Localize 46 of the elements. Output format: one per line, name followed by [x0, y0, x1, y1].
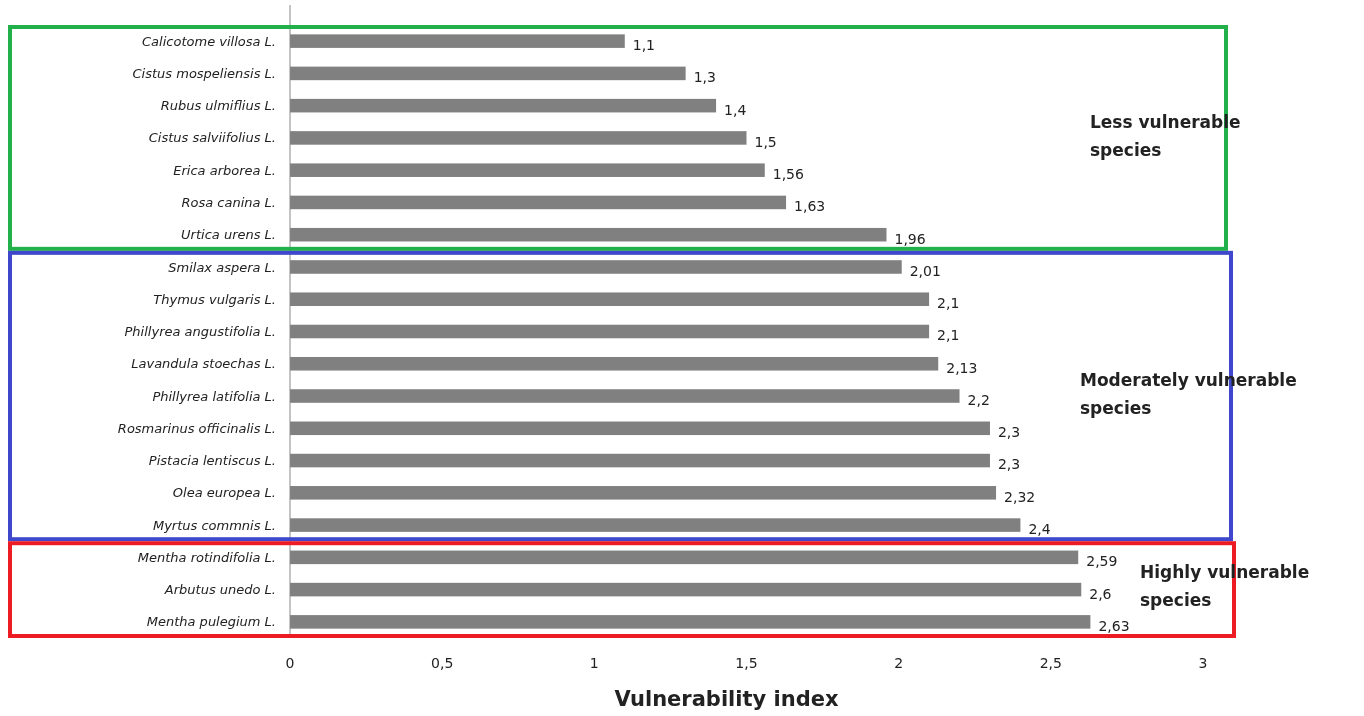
- y-tick-label: Rosa canina L.: [181, 195, 276, 210]
- y-tick-label: Olea europea L.: [172, 485, 276, 501]
- y-tick-label: Thymus vulgaris L.: [153, 291, 276, 307]
- y-tick-label: Smilax aspera L.: [168, 259, 276, 275]
- y-tick-label: Cistus mospeliensis L.: [132, 65, 276, 81]
- data-label: 1,1: [632, 37, 656, 54]
- data-label: 2,01: [909, 262, 941, 279]
- data-label: 2,13: [946, 359, 978, 376]
- y-tick-label: Phillyrea latifolia L.: [152, 388, 276, 404]
- x-tick-label: 1,5: [735, 655, 758, 671]
- x-tick-label: 0,5: [431, 655, 454, 671]
- y-tick-label: Lavandula stoechas L.: [131, 356, 276, 372]
- x-axis-title: Vulnerability index: [614, 687, 839, 711]
- y-tick-label: Erica arborea L.: [173, 162, 276, 178]
- data-label: 2,2: [967, 391, 990, 408]
- y-tick-label: Rubus ulmiflius L.: [160, 98, 276, 114]
- data-label: 2,6: [1089, 585, 1112, 602]
- data-label: 2,59: [1086, 553, 1118, 570]
- data-label: 2,3: [997, 424, 1021, 441]
- data-label: 1,5: [754, 133, 777, 150]
- data-label: 2,63: [1098, 617, 1130, 634]
- x-tick-label: 2: [894, 655, 904, 671]
- data-label: 1,3: [693, 69, 716, 86]
- data-label: 1,96: [894, 230, 926, 247]
- y-tick-label: Pistacia lentiscus L.: [148, 453, 276, 469]
- data-label: 1,4: [724, 101, 747, 118]
- y-tick-label: Arbutus unedo L.: [163, 582, 276, 598]
- data-label: 2,1: [937, 295, 960, 312]
- y-tick-label: Cistus salviifolius L.: [148, 130, 276, 146]
- y-tick-label: Myrtus commnis L.: [152, 517, 276, 533]
- y-tick-label: Calicotome villosa L.: [142, 33, 276, 49]
- y-tick-label: Urtica urens L.: [181, 227, 276, 243]
- x-tick-label: 1: [589, 655, 599, 671]
- x-tick-label: 2,5: [1039, 655, 1062, 671]
- data-label: 2,32: [1004, 488, 1036, 505]
- x-tick-label: 3: [1198, 655, 1208, 671]
- x-tick-label: 0: [285, 655, 295, 671]
- y-tick-label: Rosmarinus officinalis L.: [117, 420, 276, 436]
- data-label: 2,3: [997, 456, 1021, 473]
- data-label: 1,63: [794, 198, 826, 215]
- data-label: 2,4: [1028, 520, 1051, 537]
- data-label: 2,1: [937, 327, 960, 344]
- data-label: 1,56: [772, 166, 805, 183]
- y-tick-label: Mentha rotindifolia L.: [137, 549, 276, 565]
- y-tick-label: Phillyrea angustifolia L.: [124, 324, 276, 340]
- y-tick-label: Mentha pulegium L.: [146, 614, 276, 630]
